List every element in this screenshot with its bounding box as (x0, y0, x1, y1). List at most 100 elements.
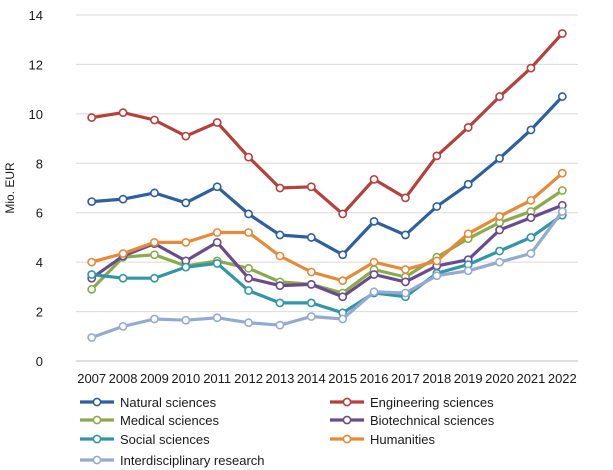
x-tick-label: 2018 (422, 371, 451, 386)
data-point (338, 250, 348, 260)
data-point (557, 168, 567, 178)
data-point (212, 237, 222, 247)
legend-swatch-marker (92, 434, 102, 444)
data-point (495, 212, 504, 221)
data-point (244, 286, 253, 295)
data-point (118, 108, 128, 118)
data-point (306, 312, 316, 321)
data-point (526, 195, 536, 205)
y-tick-label: 12 (29, 57, 43, 72)
legend-item: Social sciences (80, 432, 210, 447)
data-point (495, 246, 504, 256)
data-point (212, 182, 222, 192)
series-3 (87, 200, 567, 302)
data-point (495, 257, 504, 267)
data-point (244, 273, 253, 283)
data-point (338, 209, 348, 219)
data-point (369, 287, 379, 297)
legend-item: Natural sciences (80, 395, 217, 410)
data-point (275, 230, 285, 240)
data-point (181, 237, 191, 247)
series-5 (87, 168, 567, 286)
data-point (275, 298, 285, 308)
series-line (90, 188, 564, 295)
data-point (401, 230, 410, 240)
data-point (369, 257, 379, 267)
legend-item: Medical sciences (80, 413, 219, 428)
data-point (87, 257, 97, 267)
data-point (463, 229, 473, 239)
data-point (87, 333, 97, 342)
series-lines (87, 29, 567, 342)
data-point (432, 151, 442, 161)
data-point (87, 270, 97, 279)
legend-item: Humanities (330, 432, 436, 447)
data-point (212, 313, 222, 323)
x-tick-label: 2021 (516, 371, 545, 386)
data-point (557, 186, 567, 195)
data-point (338, 276, 348, 286)
data-point (118, 249, 128, 258)
legend-swatch-marker (92, 397, 102, 407)
legend-swatch-marker (92, 455, 102, 465)
data-point (401, 277, 410, 287)
data-point (306, 267, 316, 277)
data-point (87, 113, 97, 122)
y-axis-tick-labels: 0 2 4 6 8 10 12 14 (29, 8, 43, 369)
x-tick-label: 2015 (328, 371, 357, 386)
legend-label: Engineering sciences (370, 395, 494, 410)
data-point (463, 123, 473, 132)
data-point (495, 225, 504, 235)
legend: Natural sciences Engineering sciences Medi… (80, 395, 495, 468)
data-point (306, 233, 316, 242)
data-point (275, 251, 285, 261)
data-point (463, 266, 473, 276)
data-point (526, 249, 536, 258)
x-tick-label: 2019 (454, 371, 483, 386)
data-point (401, 265, 410, 274)
legend-label: Interdisciplinary research (120, 453, 265, 468)
x-axis-tick-labels: 2007 2008 2009 2010 2011 2012 2013 2014 2015 2016… (77, 371, 577, 386)
series-1 (87, 29, 567, 219)
series-line (90, 94, 564, 257)
y-tick-label: 10 (29, 107, 43, 122)
legend-label: Humanities (370, 432, 436, 447)
data-point (87, 197, 97, 206)
legend-swatch-marker (92, 415, 102, 425)
x-tick-label: 2007 (77, 371, 106, 386)
data-point (526, 233, 536, 242)
data-point (432, 256, 442, 266)
x-tick-label: 2013 (265, 371, 294, 386)
series-0 (87, 92, 567, 260)
data-point (432, 202, 442, 211)
data-point (557, 207, 567, 216)
x-tick-label: 2012 (234, 371, 263, 386)
data-point (244, 318, 253, 328)
data-point (118, 194, 128, 204)
data-point (118, 321, 128, 331)
data-point (212, 228, 222, 237)
x-tick-label: 2014 (297, 371, 326, 386)
data-point (181, 262, 191, 272)
data-point (212, 118, 222, 127)
data-point (181, 315, 191, 325)
series-line (90, 171, 564, 283)
data-point (526, 125, 536, 135)
data-point (150, 115, 159, 125)
y-tick-label: 2 (36, 305, 43, 320)
data-point (369, 216, 379, 226)
legend-swatch-marker (342, 434, 352, 444)
y-tick-label: 4 (36, 255, 43, 270)
legend-swatch-marker (342, 415, 352, 425)
data-point (463, 179, 473, 189)
data-point (244, 209, 253, 219)
data-point (275, 320, 285, 330)
series-4 (87, 210, 567, 318)
gridlines (76, 14, 578, 313)
series-line (90, 203, 564, 299)
series-line (90, 213, 564, 315)
data-point (181, 198, 191, 208)
y-tick-label: 6 (36, 206, 43, 221)
data-point (495, 153, 504, 163)
